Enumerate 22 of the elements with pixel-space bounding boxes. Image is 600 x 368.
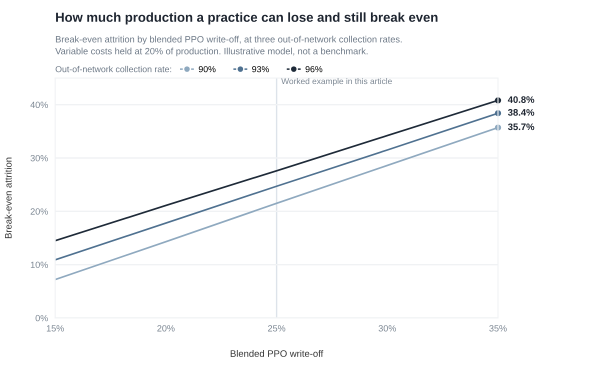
x-tick-label: 20% (157, 325, 175, 332)
x-tick-label: 30% (378, 325, 396, 332)
data-label: 35.7% (508, 123, 534, 130)
ref-line-label: Worked example in this article (281, 78, 392, 86)
x-axis-title: Blended PPO write-off (230, 350, 324, 357)
y-tick-label: 30% (30, 154, 48, 162)
chart-title: How much production a practice can lose and still break even (56, 12, 438, 24)
legend-label: 93% (252, 66, 269, 72)
legend-title: Out-of-network collection rate: (56, 66, 172, 72)
x-tick-label: 35% (489, 325, 507, 332)
data-label: 38.4% (508, 109, 534, 116)
x-tick-label: 15% (46, 325, 64, 332)
x-tick-label: 25% (268, 325, 286, 332)
y-tick-label: 0% (36, 314, 48, 322)
y-tick-label: 20% (30, 208, 48, 215)
y-tick-label: 40% (30, 102, 48, 108)
chart-subtitle: Break-even attrition by blended PPO write-off, at three out-of-network collection rates. Variable costs held at 20% of production. Illustrative model, not a benchmark. (55, 36, 402, 56)
y-tick-label: 10% (30, 262, 48, 268)
data-label: 40.8% (508, 96, 534, 103)
legend-label: 90% (198, 66, 216, 72)
y-axis-title: Break-even attrition (4, 158, 12, 238)
legend-label: 96% (306, 66, 322, 72)
